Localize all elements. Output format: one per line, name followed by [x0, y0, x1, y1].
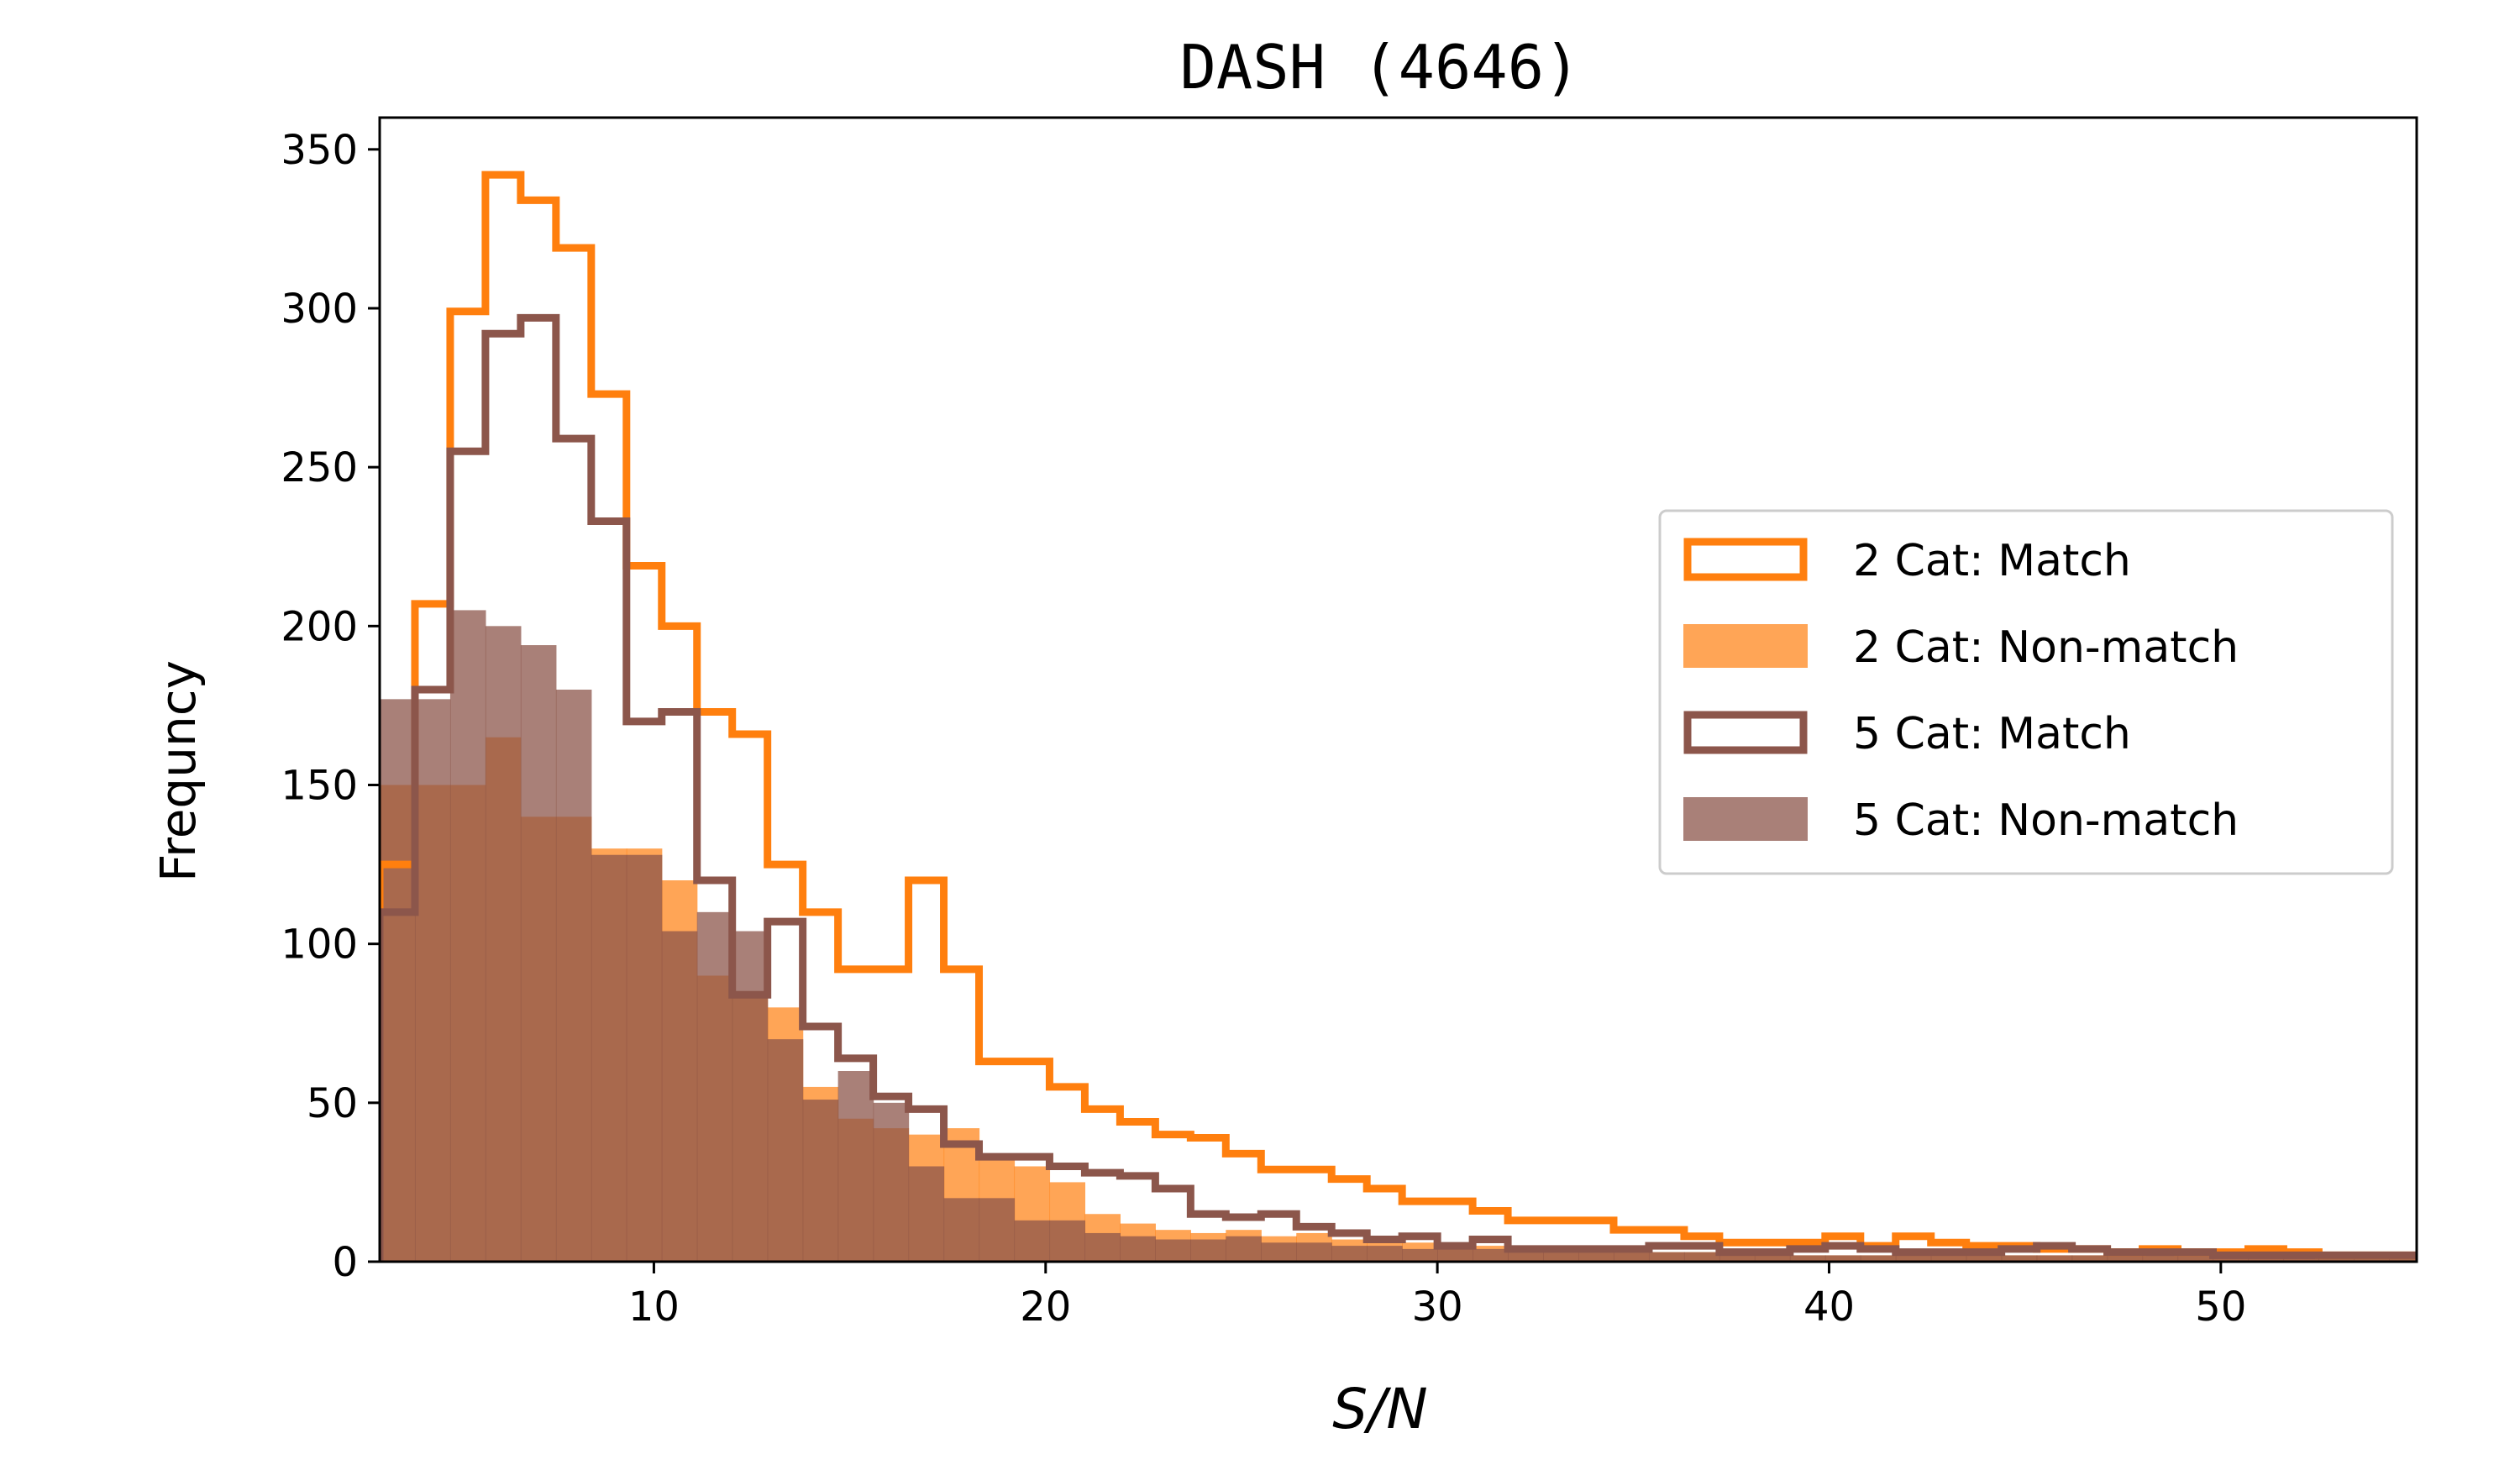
legend-label: 2 Cat: Non-match [1853, 622, 2239, 673]
x-tick-label: 50 [2195, 1284, 2246, 1331]
y-tick-label: 100 [281, 921, 358, 969]
y-tick-label: 150 [281, 763, 358, 810]
hist-bar [1473, 1248, 1509, 1262]
hist-bar [767, 1039, 804, 1262]
hist-bar [837, 1071, 874, 1262]
hist-bar [626, 854, 663, 1262]
legend-label: 5 Cat: Match [1853, 709, 2131, 759]
hist-bar [1226, 1236, 1262, 1262]
hist-bar [1261, 1242, 1297, 1262]
hist-bar [1296, 1242, 1332, 1262]
legend-swatch [1683, 797, 1808, 841]
legend-swatch [1683, 711, 1808, 754]
hist-bar [1508, 1252, 1544, 1262]
hist-bar [1084, 1232, 1121, 1262]
y-tick-label: 250 [281, 444, 358, 491]
hist-bar [380, 699, 416, 1262]
hist-bar [943, 1198, 980, 1262]
hist-bar [2142, 1255, 2179, 1262]
x-tick-label: 40 [1803, 1284, 1855, 1331]
hist-bar [873, 1102, 910, 1262]
chart-title: DASH (4646) [1180, 32, 1581, 102]
hist-bar [1402, 1248, 1438, 1262]
series-layer [380, 171, 2417, 1262]
y-tick-label: 0 [332, 1239, 358, 1286]
plot-area: 10 20 30 40 50 0 50 100 150 200 250 300 350 [281, 116, 2418, 1331]
hist-bar [979, 1198, 1016, 1262]
x-tick-label: 10 [628, 1284, 680, 1331]
hist-bar [732, 931, 769, 1262]
y-tick-label: 50 [307, 1080, 358, 1127]
y-axis-label: Frequncy [150, 660, 207, 882]
legend-swatch [1683, 538, 1808, 581]
axes-frame [378, 116, 2418, 1263]
hist-bar [1683, 1252, 1720, 1262]
hist-bar [2107, 1255, 2144, 1262]
x-tick-label: 20 [1020, 1284, 1071, 1331]
hist-bar [1930, 1255, 1967, 1262]
hist-bar [1860, 1255, 1897, 1262]
hist-bar [2001, 1255, 2038, 1262]
hist-bar [591, 854, 627, 1262]
hist-bar [1648, 1252, 1685, 1262]
hist-bar [1578, 1252, 1614, 1262]
hist-bar [449, 610, 486, 1262]
hist-bar [802, 1100, 839, 1262]
hist-bar [1543, 1252, 1579, 1262]
hist-bar [2036, 1255, 2073, 1262]
hist-bar [2177, 1255, 2214, 1262]
hist-bar [1155, 1239, 1191, 1262]
hist-bar [1895, 1255, 1932, 1262]
legend-label: 5 Cat: Non-match [1853, 795, 2239, 846]
hist-bar [1754, 1255, 1791, 1262]
hist-bar [520, 645, 557, 1262]
legend: 2 Cat: Match 2 Cat: Non-match 5 Cat: Match… [1658, 509, 2394, 875]
hist-bar [1049, 1220, 1086, 1262]
y-tick-label: 300 [281, 286, 358, 333]
hist-bar [1789, 1255, 1826, 1262]
hist-bar [414, 699, 451, 1262]
hist-bar [1437, 1248, 1473, 1262]
hist-bar [908, 1166, 945, 1262]
hist-bar [1190, 1239, 1226, 1262]
hist-bar [1719, 1255, 1756, 1262]
hist-bar [1331, 1246, 1368, 1262]
hist-bar [1824, 1255, 1861, 1262]
y-tick-label: 350 [281, 127, 358, 174]
hist-bar [696, 911, 733, 1262]
series-5-cat-non-match [380, 610, 2417, 1262]
hist-bar [1014, 1220, 1051, 1262]
legend-label: 2 Cat: Match [1853, 536, 2131, 586]
x-tick-label: 30 [1412, 1284, 1463, 1331]
legend-box [1658, 509, 2394, 875]
hist-bar [1120, 1236, 1156, 1262]
hist-bar [555, 690, 592, 1262]
hist-bar [485, 626, 522, 1262]
hist-bar [661, 931, 698, 1262]
hist-bar [1367, 1246, 1403, 1262]
legend-swatch [1683, 624, 1808, 668]
hist-bar [1613, 1252, 1650, 1262]
series-5-cat-match-line [380, 313, 2417, 1262]
hist-bar [2071, 1255, 2108, 1262]
hist-bar [1966, 1255, 2003, 1262]
x-axis-label: S/N [1332, 1377, 1428, 1441]
y-tick-label: 200 [281, 603, 358, 650]
